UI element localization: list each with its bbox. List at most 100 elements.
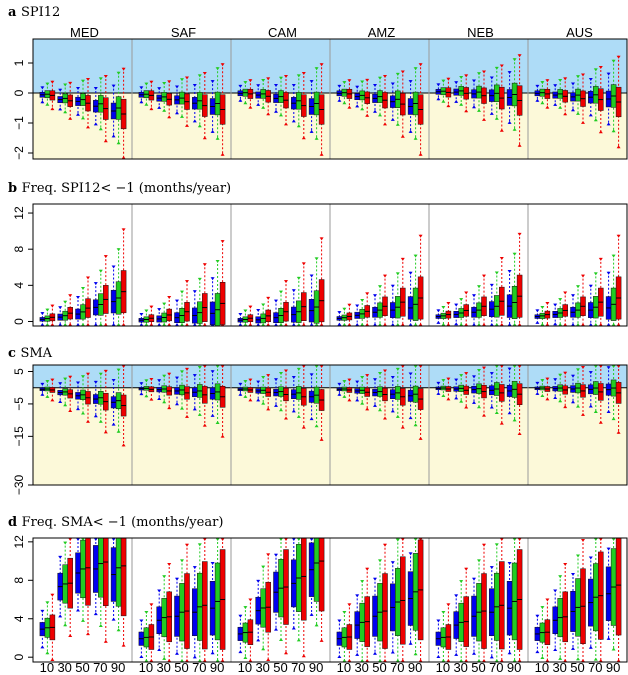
whisker-cap-bottom [489, 111, 494, 115]
box-CAM-30-s0 [255, 309, 261, 326]
whisker-cap-top [157, 308, 162, 312]
box-AUS-90-s1 [610, 254, 617, 326]
box-AUS-90-s2 [615, 365, 622, 434]
whisker-cap-top [378, 285, 382, 289]
box-AMZ-50-s1 [377, 285, 383, 326]
box-AUS-90-s2 [615, 234, 622, 326]
box-MED-10-s2 [49, 378, 56, 402]
box-NEB-30-s2 [463, 291, 469, 326]
box-AUS-90-s0 [605, 271, 612, 326]
whisker-cap-bottom [40, 100, 45, 104]
whisker-cap-top [116, 368, 121, 372]
whisker-cap-top [616, 365, 621, 368]
whisker-cap-bottom [390, 409, 395, 413]
whisker-cap-bottom [337, 98, 342, 102]
x-tick-label: 30 [156, 660, 170, 675]
box-MED-70-s1 [98, 269, 104, 326]
box-NEB-50-s1 [476, 559, 482, 662]
whisker-cap-bottom [185, 414, 189, 418]
box-NEB-10-s0 [435, 619, 442, 658]
whisker-cap-top [342, 81, 347, 85]
whisker-cap-bottom [162, 656, 167, 660]
plot-frame [32, 38, 628, 160]
box-CAM-10-s0 [237, 84, 244, 102]
whisker-cap-top [365, 567, 370, 571]
box-MED-50-s0 [75, 87, 81, 116]
box-SAF-90-s2 [219, 365, 226, 438]
whisker-cap-top [40, 86, 45, 90]
box-NEB-10-s1 [440, 610, 447, 662]
whisker-cap-bottom [489, 405, 494, 409]
x-tick-label: 70 [588, 660, 602, 675]
box-AUS-70-s2 [598, 365, 604, 424]
whisker-cap-bottom [116, 628, 121, 632]
whisker-cap-bottom [144, 659, 149, 662]
box-AMZ-70-s1 [395, 367, 401, 418]
whisker-cap-top [261, 376, 266, 380]
box-CAM-50-s2 [283, 369, 289, 420]
whisker-cap-bottom [390, 650, 395, 654]
panel-title: a SPI12 [8, 5, 60, 20]
whisker-cap-top [144, 610, 149, 614]
whisker-cap-bottom [563, 659, 568, 662]
whisker-cap-top [215, 365, 220, 368]
whisker-cap-top [185, 280, 189, 284]
y-tick-label: −30 [12, 474, 26, 495]
whisker-cap-top [418, 365, 423, 368]
whisker-cap-top [210, 562, 215, 566]
whisker-cap-top [116, 71, 121, 75]
whisker-cap-bottom [157, 323, 162, 326]
box-SAF-30-s2 [166, 80, 172, 119]
whisker-cap-bottom [517, 143, 522, 147]
x-tick-label: 50 [570, 660, 584, 675]
x-tick-label: 90 [111, 660, 125, 675]
box-MED-30-s2 [67, 81, 73, 120]
whisker-cap-top [517, 538, 522, 541]
box-AMZ-50-s0 [372, 294, 378, 326]
whisker-cap-top [157, 589, 162, 593]
whisker-cap-bottom [588, 645, 593, 649]
box-CAM-90-s0 [308, 538, 315, 616]
whisker-cap-bottom [408, 641, 413, 645]
whisker-cap-bottom [459, 399, 464, 403]
box-CAM-30-s2 [265, 77, 271, 116]
whisker-cap-top [482, 274, 486, 278]
whisker-cap-top [464, 74, 469, 78]
box-MED-70-s0 [93, 282, 99, 326]
whisker-cap-bottom [180, 659, 184, 662]
box-MED-70-s0 [93, 380, 99, 418]
whisker-cap-bottom [512, 659, 517, 662]
whisker-cap-bottom [274, 109, 278, 113]
whisker-cap-top [400, 70, 405, 74]
y-tick-label: 8 [12, 577, 26, 584]
whisker-cap-top [266, 374, 271, 378]
whisker-cap-top [616, 55, 621, 59]
whisker-cap-bottom [535, 98, 540, 102]
whisker-cap-bottom [472, 400, 476, 404]
whisker-cap-top [472, 577, 476, 581]
box-body [313, 537, 320, 602]
box-SAF-30-s0 [156, 589, 162, 652]
whisker-cap-bottom [279, 408, 283, 412]
whisker-cap-top [611, 59, 616, 63]
box-AMZ-70-s2 [400, 365, 406, 429]
whisker-cap-top [571, 572, 575, 576]
whisker-cap-top [342, 380, 347, 384]
whisker-cap-bottom [545, 397, 550, 401]
whisker-cap-bottom [464, 109, 469, 113]
whisker-cap-bottom [86, 125, 90, 129]
box-AUS-50-s2 [580, 365, 586, 416]
whisker-cap-top [477, 285, 481, 289]
box-NEB-70-s1 [494, 66, 500, 120]
box-AMZ-50-s0 [372, 378, 378, 407]
whisker-cap-top [40, 312, 45, 316]
whisker-cap-top [309, 80, 314, 84]
whisker-cap-bottom [58, 323, 63, 326]
whisker-cap-top [553, 84, 558, 88]
box-NEB-50-s0 [471, 79, 477, 109]
y-tick-label: −5 [12, 397, 26, 411]
whisker-cap-bottom [149, 323, 154, 326]
box-SAF-70-s2 [202, 263, 208, 326]
whisker-cap-bottom [248, 659, 253, 662]
whisker-cap-bottom [616, 145, 621, 149]
